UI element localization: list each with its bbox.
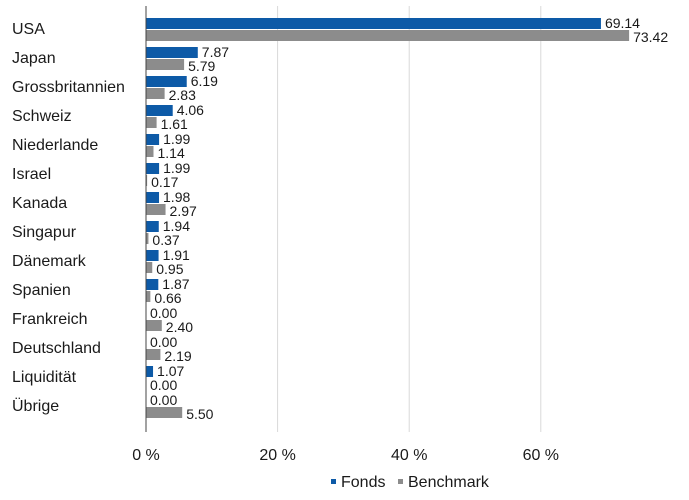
value-label-benchmark: 73.42 bbox=[633, 29, 668, 45]
category-label: Niederlande bbox=[12, 137, 98, 154]
category-label: USA bbox=[12, 21, 45, 38]
bar-fonds bbox=[146, 279, 159, 290]
x-tick-label: 0 % bbox=[132, 447, 160, 464]
bar-fonds bbox=[146, 192, 160, 203]
bar-benchmark bbox=[146, 349, 161, 360]
value-label-benchmark: 0.95 bbox=[156, 261, 183, 277]
grid-layer bbox=[277, 6, 542, 432]
value-label-fonds: 4.06 bbox=[177, 102, 204, 118]
bar-fonds bbox=[146, 47, 198, 58]
legend-swatch-fonds bbox=[331, 479, 336, 484]
value-label-benchmark: 2.40 bbox=[166, 319, 193, 335]
legend-label-benchmark: Benchmark bbox=[408, 474, 490, 491]
value-label-benchmark: 2.19 bbox=[164, 348, 191, 364]
value-label-benchmark: 1.14 bbox=[158, 145, 185, 161]
bar-benchmark bbox=[146, 291, 151, 302]
bar-benchmark bbox=[146, 88, 165, 99]
category-label: Schweiz bbox=[12, 108, 72, 125]
x-tick-label: 20 % bbox=[259, 447, 295, 464]
value-label-fonds: 1.07 bbox=[157, 363, 184, 379]
category-label: Spanien bbox=[12, 282, 71, 299]
bar-benchmark bbox=[146, 233, 149, 244]
category-label: Japan bbox=[12, 50, 56, 67]
bars-layer bbox=[146, 18, 630, 418]
value-label-fonds: 1.94 bbox=[163, 218, 190, 234]
value-label-fonds: 7.87 bbox=[202, 44, 229, 60]
axis-layer: 0 % 20 % 40 % 60 % bbox=[132, 6, 559, 464]
value-label-fonds: 1.98 bbox=[163, 189, 190, 205]
bar-fonds bbox=[146, 105, 173, 116]
x-tick-label: 60 % bbox=[523, 447, 559, 464]
value-label-fonds: 0.00 bbox=[150, 305, 177, 321]
value-label-benchmark: 5.50 bbox=[186, 406, 213, 422]
bar-fonds bbox=[146, 250, 159, 261]
bar-benchmark bbox=[146, 320, 162, 331]
value-label-benchmark: 0.37 bbox=[152, 232, 179, 248]
category-label: Deutschland bbox=[12, 340, 101, 357]
bar-fonds bbox=[146, 76, 187, 87]
x-tick-label: 40 % bbox=[391, 447, 427, 464]
legend-label-fonds: Fonds bbox=[341, 474, 385, 491]
bar-benchmark bbox=[146, 117, 157, 128]
bar-benchmark bbox=[146, 175, 148, 186]
bar-benchmark bbox=[146, 146, 154, 157]
value-label-benchmark: 0.00 bbox=[150, 377, 177, 393]
value-label-fonds: 1.91 bbox=[163, 247, 190, 263]
value-label-fonds: 6.19 bbox=[191, 73, 218, 89]
bar-fonds bbox=[146, 163, 160, 174]
bar-benchmark bbox=[146, 407, 183, 418]
value-label-fonds: 1.99 bbox=[163, 131, 190, 147]
bar-fonds bbox=[146, 18, 601, 29]
category-label: Frankreich bbox=[12, 311, 88, 328]
bar-benchmark bbox=[146, 262, 153, 273]
legend-swatch-benchmark bbox=[398, 479, 403, 484]
value-label-benchmark: 2.83 bbox=[169, 87, 196, 103]
value-label-benchmark: 0.66 bbox=[154, 290, 181, 306]
bar-fonds bbox=[146, 366, 154, 377]
category-label: Israel bbox=[12, 166, 51, 183]
value-label-fonds: 1.87 bbox=[162, 276, 189, 292]
value-label-benchmark: 1.61 bbox=[161, 116, 188, 132]
category-label: Grossbritannien bbox=[12, 79, 125, 96]
legend: Fonds Benchmark bbox=[331, 474, 490, 491]
bar-fonds bbox=[146, 221, 159, 232]
value-label-fonds: 0.00 bbox=[150, 334, 177, 350]
category-label: Liquidität bbox=[12, 369, 77, 386]
value-label-fonds: 0.00 bbox=[150, 392, 177, 408]
bar-benchmark bbox=[146, 30, 630, 41]
bar-fonds bbox=[146, 134, 160, 145]
value-label-fonds: 69.14 bbox=[605, 15, 640, 31]
bar-benchmark bbox=[146, 59, 185, 70]
value-label-benchmark: 2.97 bbox=[170, 203, 197, 219]
category-label: Dänemark bbox=[12, 253, 87, 270]
category-label: Übrige bbox=[12, 397, 59, 415]
bar-benchmark bbox=[146, 204, 166, 215]
value-label-fonds: 1.99 bbox=[163, 160, 190, 176]
value-label-benchmark: 5.79 bbox=[188, 58, 215, 74]
value-label-benchmark: 0.17 bbox=[151, 174, 178, 190]
category-label: Singapur bbox=[12, 224, 77, 241]
category-label: Kanada bbox=[12, 195, 67, 212]
